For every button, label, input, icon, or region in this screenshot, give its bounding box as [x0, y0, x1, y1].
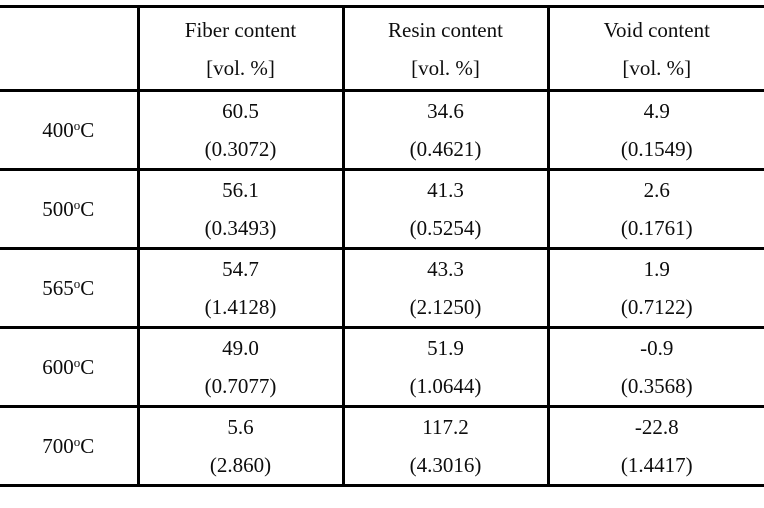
table-row: 500oC 56.1 (0.3493) 41.3 (0.5254) 2.6 (0…	[0, 169, 764, 249]
mean-value: -0.9	[640, 336, 674, 360]
row-header-temp: 400oC	[0, 91, 138, 170]
value-cell: 60.5 (0.3072)	[136, 90, 343, 170]
std-value: (1.4417)	[620, 453, 693, 477]
corner-cell	[0, 7, 138, 91]
mean-value: 60.5	[222, 99, 259, 123]
degree-superscript: o	[73, 117, 81, 133]
temperature-label: 565oC	[42, 276, 94, 300]
temp-value: 600	[42, 354, 74, 379]
value-cell: 51.9 (1.0644)	[341, 327, 548, 407]
value-cell: 1.9 (0.7122)	[546, 248, 764, 328]
mean-value: -22.8	[634, 415, 679, 439]
mean-value: 43.3	[427, 257, 464, 281]
std-value: (2.1250)	[409, 295, 482, 319]
col-header-title: Resin content	[388, 17, 503, 42]
row-header-temp: 700oC	[0, 407, 138, 486]
value-cell: -0.9 (0.3568)	[546, 327, 764, 407]
row-header-temp: 565oC	[0, 249, 138, 328]
col-header-title: Void content	[603, 17, 710, 42]
temp-value: 500	[42, 196, 74, 221]
value-cell: 41.3 (0.5254)	[341, 169, 548, 249]
value-cell: 34.6 (0.4621)	[341, 90, 548, 170]
value-cell: 43.3 (2.1250)	[341, 248, 548, 328]
results-table: Fiber content [vol. %] Resin content [vo…	[0, 5, 764, 487]
temp-unit: C	[80, 354, 95, 379]
temp-value: 700	[42, 433, 74, 458]
value-cell: 49.0 (0.7077)	[136, 327, 343, 407]
mean-value: 49.0	[222, 336, 259, 360]
temperature-label: 700oC	[42, 434, 94, 458]
col-header-unit: [vol. %]	[411, 55, 480, 80]
value-cell: 2.6 (0.1761)	[546, 169, 764, 249]
std-value: (0.1549)	[620, 137, 693, 161]
table-row: 600oC 49.0 (0.7077) 51.9 (1.0644) -0.9 (…	[0, 327, 764, 407]
col-header-unit: [vol. %]	[206, 55, 275, 80]
mean-value: 56.1	[222, 178, 259, 202]
temp-value: 400	[42, 117, 74, 142]
mean-value: 51.9	[427, 336, 464, 360]
col-header-title: Fiber content	[184, 17, 297, 42]
degree-superscript: o	[73, 196, 81, 212]
temperature-label: 600oC	[42, 355, 94, 379]
mean-value: 34.6	[427, 99, 464, 123]
std-value: (0.7122)	[620, 295, 693, 319]
col-header-unit: [vol. %]	[622, 55, 692, 80]
table-row: 700oC 5.6 (2.860) 117.2 (4.3016) -22.8 (…	[0, 406, 764, 486]
temperature-label: 500oC	[42, 197, 94, 221]
value-cell: 54.7 (1.4128)	[136, 248, 343, 328]
std-value: (0.5254)	[409, 216, 482, 240]
temp-value: 565	[42, 275, 74, 300]
mean-value: 4.9	[643, 99, 670, 123]
degree-superscript: o	[73, 433, 81, 449]
temp-unit: C	[80, 196, 95, 221]
std-value: (1.4128)	[204, 295, 277, 319]
std-value: (0.3493)	[204, 216, 277, 240]
temp-unit: C	[80, 433, 95, 458]
temp-unit: C	[80, 275, 95, 300]
std-value: (0.1761)	[620, 216, 693, 240]
row-header-temp: 600oC	[0, 328, 138, 407]
temperature-label: 400oC	[42, 118, 94, 142]
col-header-fiber: Fiber content [vol. %]	[136, 6, 343, 91]
std-value: (0.4621)	[409, 137, 482, 161]
mean-value: 41.3	[427, 178, 464, 202]
value-cell: 56.1 (0.3493)	[136, 169, 343, 249]
mean-value: 117.2	[422, 415, 469, 439]
row-header-temp: 500oC	[0, 170, 138, 249]
col-header-void: Void content [vol. %]	[546, 6, 764, 91]
value-cell: 5.6 (2.860)	[136, 406, 343, 486]
degree-superscript: o	[73, 275, 81, 291]
mean-value: 1.9	[643, 257, 670, 281]
table-row: 400oC 60.5 (0.3072) 34.6 (0.4621) 4.9 (0…	[0, 90, 764, 170]
mean-value: 2.6	[643, 178, 670, 202]
value-cell: -22.8 (1.4417)	[546, 406, 764, 486]
degree-superscript: o	[73, 354, 81, 370]
std-value: (1.0644)	[409, 374, 482, 398]
std-value: (0.3568)	[620, 374, 693, 398]
table-row: 565oC 54.7 (1.4128) 43.3 (2.1250) 1.9 (0…	[0, 248, 764, 328]
header-row: Fiber content [vol. %] Resin content [vo…	[0, 6, 764, 91]
temp-unit: C	[80, 117, 95, 142]
std-value: (2.860)	[209, 453, 272, 477]
mean-value: 54.7	[222, 257, 259, 281]
std-value: (0.3072)	[204, 137, 277, 161]
value-cell: 117.2 (4.3016)	[341, 406, 548, 486]
std-value: (4.3016)	[409, 453, 482, 477]
std-value: (0.7077)	[204, 374, 277, 398]
col-header-resin: Resin content [vol. %]	[341, 6, 548, 91]
mean-value: 5.6	[227, 415, 254, 439]
value-cell: 4.9 (0.1549)	[546, 90, 764, 170]
